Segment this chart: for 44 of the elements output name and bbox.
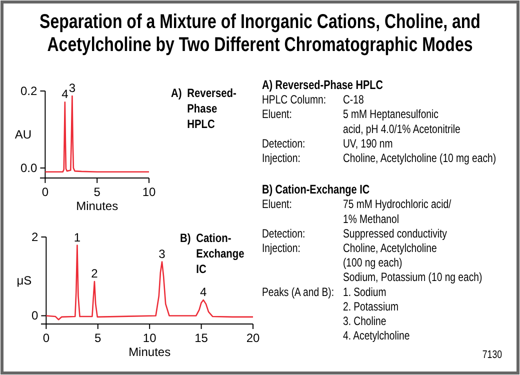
text: Injection: Choline, Acetylcholine (262, 242, 437, 256)
y-axis-title: μS (16, 274, 32, 288)
text: Eluent: 75 mM Hydrochloric acid/ (262, 198, 452, 212)
text: 7130 (482, 349, 502, 362)
text: 4. Acetylcholine (343, 330, 410, 343)
text: HPLC Column: C-18 (262, 94, 364, 107)
annotation: 3 (158, 246, 166, 261)
line-series (46, 244, 254, 320)
y-tick-label: 0.2 (20, 84, 38, 98)
x-axis-title: Minutes (76, 199, 118, 213)
text: B) Cation-Exchange IC (262, 184, 370, 197)
text: (100 ng each) (343, 256, 402, 270)
x-tick-label: 5 (94, 331, 102, 345)
text: Detection: Suppressed conductivity (262, 227, 447, 241)
annotation: 4 (62, 87, 69, 102)
y-tick-label: 0 (31, 308, 38, 323)
annotation: 2 (91, 266, 98, 280)
annotation: 1 (74, 230, 81, 244)
text: 2. Potassium (343, 300, 398, 314)
y-tick-label: 0.0 (20, 160, 38, 175)
text: Sodium, Potassium (10 ng each) (343, 271, 482, 285)
x-tick-label: 5 (94, 185, 101, 199)
annotation: 3 (68, 81, 76, 96)
text: Separation of a Mixture of Inorganic Cations, Choline, and Acetylcholine by Two Different Chromatographic Modes (40, 10, 480, 56)
y-tick-label: 2 (31, 230, 38, 244)
y-axis-title: AU (14, 128, 32, 142)
text: Injection: Choline, Acetylcholine (10 mg each) (262, 152, 496, 166)
text: 1% Methanol (343, 212, 400, 226)
text: acid, pH 4.0/1% Acetonitrile (343, 122, 460, 136)
text: A) Reversed-Phase HPLC (262, 79, 383, 92)
annotation: B) Cation-Exchange IC (180, 232, 244, 276)
x-axis-title: Minutes (128, 345, 171, 359)
x-tick-label: 0 (42, 331, 50, 345)
x-tick-label: 0 (42, 185, 49, 199)
text: Detection: UV, 190 nm (262, 137, 393, 151)
text: A) Reversed-Phase HPLC (171, 87, 237, 132)
x-tick-label: 10 (142, 185, 156, 199)
text: 3. Choline (343, 315, 386, 328)
text: Peaks (A and B): 1. Sodium (262, 286, 386, 300)
annotation: 4 (200, 284, 208, 299)
text: Eluent: 5 mM Heptanesulfonic (262, 108, 438, 122)
x-tick-label: 20 (246, 331, 260, 345)
x-tick-label: 15 (194, 331, 208, 345)
x-tick-label: 10 (142, 331, 157, 345)
